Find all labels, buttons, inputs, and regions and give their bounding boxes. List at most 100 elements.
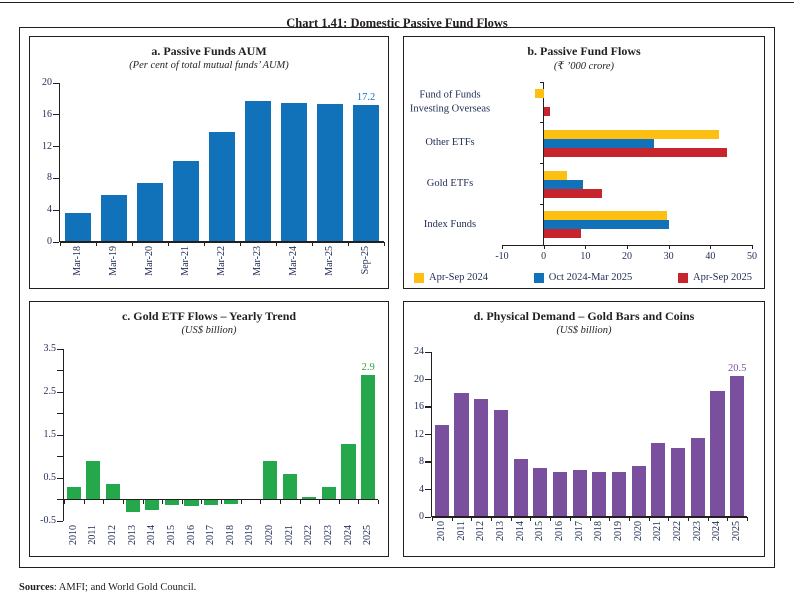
- category-tick: [539, 244, 544, 246]
- panel-b-subtitle: (₹ ’000 crore): [553, 61, 615, 72]
- legend-label: Apr-Sep 2025: [693, 272, 752, 283]
- sources-label: Sources: [19, 581, 54, 593]
- bar-Apr-Sep 2024: [543, 170, 567, 180]
- bar-Oct 2024-Mar 2025: [543, 138, 655, 148]
- y-axis-tick: [57, 434, 63, 436]
- x-axis-label: 2018: [593, 521, 605, 541]
- panel-a-subtitle: (Per cent of total mutual funds’ AUM): [129, 60, 289, 71]
- bar-Sep-25: [353, 105, 379, 242]
- y-axis-tick: [57, 477, 63, 479]
- category-tick: [122, 499, 124, 504]
- x-axis-label: 2017: [573, 521, 585, 541]
- chart-main-title: Chart 1.41: Domestic Passive Fund Flows: [286, 16, 508, 31]
- bar-Apr-Sep 2025: [543, 147, 727, 157]
- bar-column: [452, 352, 472, 517]
- bar-Apr-Sep 2024: [535, 89, 544, 98]
- category-tick: [384, 242, 385, 246]
- physical-demand-chart: 0 4 8 12 16 20 24 20.5 2010 2011 2012 2013 2014 2015 2…: [414, 346, 748, 541]
- bar-2016: [552, 472, 568, 517]
- bar-2020: [262, 460, 278, 500]
- bar-2010: [66, 486, 81, 500]
- panel-d-subtitle: (US$ billion): [556, 325, 612, 336]
- bar-column: [123, 349, 143, 521]
- x-axis-label: 2016: [553, 521, 565, 541]
- x-axis-label: 2021: [283, 525, 295, 545]
- x-axis-tick-label: 30: [663, 251, 674, 262]
- x-axis-label: 2018: [224, 525, 236, 545]
- category-tick: [312, 242, 313, 246]
- bar-2010: [434, 424, 449, 517]
- y-axis-tick-label: 24: [414, 345, 424, 357]
- x-axis-label: 2025: [731, 521, 743, 541]
- category-tick: [491, 517, 493, 521]
- legend-item: Apr-Sep 2025: [678, 272, 752, 283]
- x-axis-label: 2022: [672, 521, 684, 541]
- bar-column: [64, 349, 84, 521]
- category-tick: [378, 499, 379, 504]
- x-axis-tick-label: 20: [622, 251, 632, 262]
- category-tick: [648, 517, 650, 521]
- category-tick: [131, 242, 133, 246]
- category-tick: [609, 517, 611, 521]
- x-label-cell: 2022: [300, 525, 320, 545]
- bar-column: [143, 349, 163, 521]
- y-axis-tick-label: -0.5: [40, 514, 56, 526]
- bar-Mar-21: [173, 160, 199, 242]
- bar-column: [319, 349, 339, 521]
- x-axis-label: 2019: [613, 521, 625, 541]
- x-label-cell: 2019: [609, 521, 629, 541]
- x-label-cell: 2015: [162, 525, 182, 545]
- y-axis-tick-label: 3.5: [43, 342, 57, 354]
- category-tick: [60, 242, 61, 246]
- x-axis-tick-label: -10: [495, 251, 509, 262]
- x-label-cell: 2013: [491, 521, 511, 541]
- category-tick: [279, 499, 281, 504]
- x-axis-tick: [502, 245, 503, 249]
- x-label-cell: 2010: [64, 525, 84, 545]
- y-axis-tick: [57, 370, 63, 372]
- bar-Mar-18: [65, 212, 91, 242]
- bar-2017: [204, 499, 219, 506]
- plot-area: 20.5: [432, 352, 747, 517]
- category-tick: [432, 517, 433, 521]
- x-label-cell: 2021: [649, 521, 669, 541]
- x-label-cell: 2025: [727, 521, 747, 541]
- bar-2014: [145, 499, 160, 511]
- y-axis-tick: [53, 82, 59, 84]
- bar-column: [204, 83, 240, 242]
- y-axis-tick-label: 2.5: [43, 385, 57, 397]
- bar-2016: [184, 499, 199, 507]
- bar-column: [240, 83, 276, 242]
- category-tick: [539, 203, 544, 205]
- x-label-cell: 2011: [452, 521, 472, 541]
- x-label-cell: 2017: [570, 521, 590, 541]
- bar-column: [221, 349, 241, 521]
- x-axis-label: 2010: [435, 521, 447, 541]
- x-axis-label: Mar-25: [324, 246, 335, 276]
- category-tick: [628, 517, 630, 521]
- bar-Apr-Sep 2025: [543, 188, 602, 198]
- x-axis-label: 2011: [455, 521, 467, 541]
- y-axis-tick-label: 16: [414, 400, 424, 412]
- bar-column: [103, 349, 123, 521]
- last-bar-value-label: 17.2: [356, 92, 376, 104]
- y-axis-tick: [425, 351, 431, 353]
- y-axis-tick-label: 20: [414, 373, 424, 385]
- legend-swatch-icon: [533, 272, 544, 283]
- bar-Mar-25: [317, 103, 343, 242]
- category-tick: [539, 81, 544, 83]
- x-axis-label: Mar-19: [108, 246, 119, 276]
- category-tick: [319, 499, 321, 504]
- category-tick: [260, 499, 262, 504]
- panel-b-title: b. Passive Fund Flows: [527, 44, 641, 58]
- x-label-cell: Mar-21: [168, 246, 204, 276]
- bar-column: [276, 83, 312, 242]
- x-axis-label: Sep-25: [360, 246, 371, 275]
- bar-column: [491, 352, 511, 517]
- category-tick: [338, 499, 340, 504]
- bar-column: [609, 352, 629, 517]
- bar-column: [84, 349, 104, 521]
- bar-column: [201, 349, 221, 521]
- x-label-cell: Sep-25: [348, 246, 384, 276]
- category-tick: [550, 517, 552, 521]
